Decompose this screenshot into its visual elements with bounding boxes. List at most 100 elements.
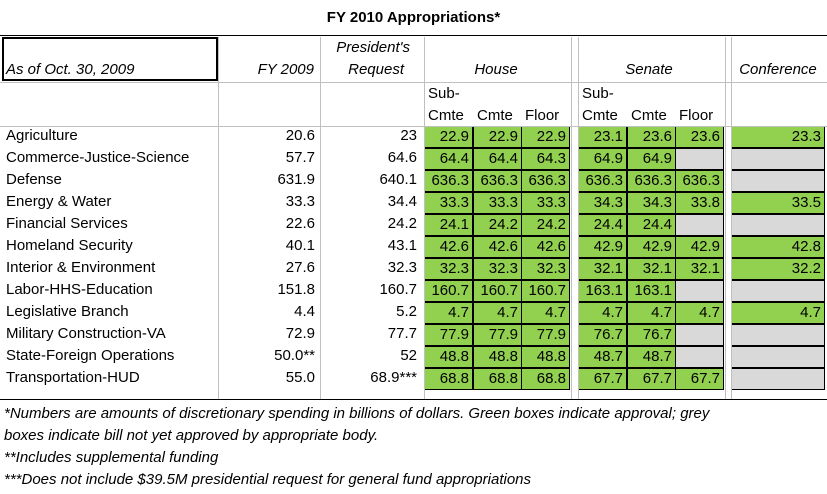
row-label[interactable]: Military Construction-VA (6, 325, 166, 342)
fy2009-cell[interactable]: 55.0 (285, 369, 315, 386)
house-cell[interactable]: 32.3 (521, 258, 570, 280)
house-cell[interactable]: 68.8 (473, 368, 522, 390)
row-label[interactable]: Legislative Branch (6, 303, 129, 320)
house-cell[interactable]: 48.8 (473, 346, 522, 368)
house-cell[interactable]: 160.7 (424, 280, 473, 302)
house-cell[interactable]: 48.8 (521, 346, 570, 368)
row-label[interactable]: Energy & Water (6, 193, 112, 210)
house-cell[interactable]: 4.7 (424, 302, 473, 324)
senate-cell[interactable]: 32.1 (578, 258, 627, 280)
fy2009-cell[interactable]: 151.8 (277, 281, 315, 298)
senate-cell[interactable]: 42.9 (675, 236, 724, 258)
house-cell[interactable]: 64.4 (473, 148, 522, 170)
house-cell[interactable]: 42.6 (521, 236, 570, 258)
house-cell[interactable]: 636.3 (521, 170, 570, 192)
conference-cell[interactable] (731, 214, 825, 236)
senate-cell[interactable]: 48.7 (578, 346, 627, 368)
senate-cell[interactable]: 4.7 (675, 302, 724, 324)
row-label[interactable]: Defense (6, 171, 62, 188)
senate-cell[interactable]: 33.8 (675, 192, 724, 214)
conference-cell[interactable] (731, 280, 825, 302)
senate-cell[interactable]: 67.7 (675, 368, 724, 390)
conference-cell[interactable] (731, 170, 825, 192)
senate-cell[interactable]: 4.7 (627, 302, 676, 324)
senate-cell[interactable]: 67.7 (627, 368, 676, 390)
row-label[interactable]: Interior & Environment (6, 259, 156, 276)
senate-cell[interactable]: 42.9 (578, 236, 627, 258)
row-label[interactable]: Transportation-HUD (6, 369, 140, 386)
conference-cell[interactable] (731, 324, 825, 346)
house-cell[interactable]: 42.6 (473, 236, 522, 258)
house-cell[interactable]: 64.3 (521, 148, 570, 170)
senate-cell[interactable]: 32.1 (627, 258, 676, 280)
house-cell[interactable]: 24.1 (424, 214, 473, 236)
senate-cell[interactable] (675, 148, 724, 170)
senate-cell[interactable]: 76.7 (578, 324, 627, 346)
request-cell[interactable]: 24.2 (387, 215, 417, 232)
row-label[interactable]: Financial Services (6, 215, 128, 232)
senate-cell[interactable]: 42.9 (627, 236, 676, 258)
request-cell[interactable]: 68.9*** (370, 369, 417, 386)
house-cell[interactable]: 636.3 (424, 170, 473, 192)
request-cell[interactable]: 77.7 (387, 325, 417, 342)
fy2009-cell[interactable]: 4.4 (294, 303, 315, 320)
senate-cell[interactable]: 4.7 (578, 302, 627, 324)
fy2009-cell[interactable]: 72.9 (285, 325, 315, 342)
fy2009-cell[interactable]: 50.0** (274, 347, 315, 364)
house-cell[interactable]: 24.2 (473, 214, 522, 236)
house-cell[interactable]: 77.9 (473, 324, 522, 346)
request-cell[interactable]: 23 (400, 127, 417, 144)
request-cell[interactable]: 43.1 (387, 237, 417, 254)
conference-cell[interactable]: 33.5 (731, 192, 825, 214)
request-cell[interactable]: 640.1 (379, 171, 417, 188)
selected-cell[interactable] (2, 37, 218, 81)
senate-cell[interactable]: 64.9 (627, 148, 676, 170)
fy2009-cell[interactable]: 33.3 (285, 193, 315, 210)
senate-cell[interactable] (675, 214, 724, 236)
senate-cell[interactable]: 64.9 (578, 148, 627, 170)
request-cell[interactable]: 34.4 (387, 193, 417, 210)
conference-cell[interactable] (731, 346, 825, 368)
house-cell[interactable]: 64.4 (424, 148, 473, 170)
house-cell[interactable]: 42.6 (424, 236, 473, 258)
house-cell[interactable]: 33.3 (473, 192, 522, 214)
senate-cell[interactable]: 636.3 (675, 170, 724, 192)
fy2009-cell[interactable]: 20.6 (285, 127, 315, 144)
row-label[interactable]: Homeland Security (6, 237, 133, 254)
senate-cell[interactable] (675, 346, 724, 368)
conference-cell[interactable]: 42.8 (731, 236, 825, 258)
senate-cell[interactable]: 76.7 (627, 324, 676, 346)
request-cell[interactable]: 32.3 (387, 259, 417, 276)
request-cell[interactable]: 64.6 (387, 149, 417, 166)
senate-cell[interactable]: 34.3 (578, 192, 627, 214)
request-cell[interactable]: 52 (400, 347, 417, 364)
senate-cell[interactable]: 24.4 (578, 214, 627, 236)
house-cell[interactable]: 22.9 (424, 126, 473, 148)
row-label[interactable]: State-Foreign Operations (6, 347, 175, 364)
house-cell[interactable]: 160.7 (521, 280, 570, 302)
fy2009-cell[interactable]: 22.6 (285, 215, 315, 232)
house-cell[interactable]: 24.2 (521, 214, 570, 236)
conference-cell[interactable]: 23.3 (731, 126, 825, 148)
senate-cell[interactable]: 636.3 (627, 170, 676, 192)
senate-cell[interactable] (675, 280, 724, 302)
house-cell[interactable]: 33.3 (521, 192, 570, 214)
conference-cell[interactable] (731, 368, 825, 390)
senate-cell[interactable]: 636.3 (578, 170, 627, 192)
senate-cell[interactable]: 67.7 (578, 368, 627, 390)
senate-cell[interactable]: 163.1 (627, 280, 676, 302)
senate-cell[interactable]: 34.3 (627, 192, 676, 214)
house-cell[interactable]: 68.8 (424, 368, 473, 390)
fy2009-cell[interactable]: 40.1 (285, 237, 315, 254)
house-cell[interactable]: 68.8 (521, 368, 570, 390)
house-cell[interactable]: 33.3 (424, 192, 473, 214)
row-label[interactable]: Agriculture (6, 127, 78, 144)
house-cell[interactable]: 22.9 (473, 126, 522, 148)
senate-cell[interactable]: 23.6 (675, 126, 724, 148)
house-cell[interactable]: 22.9 (521, 126, 570, 148)
senate-cell[interactable]: 23.1 (578, 126, 627, 148)
row-label[interactable]: Commerce-Justice-Science (6, 149, 190, 166)
row-label[interactable]: Labor-HHS-Education (6, 281, 153, 298)
senate-cell[interactable]: 163.1 (578, 280, 627, 302)
request-cell[interactable]: 5.2 (396, 303, 417, 320)
